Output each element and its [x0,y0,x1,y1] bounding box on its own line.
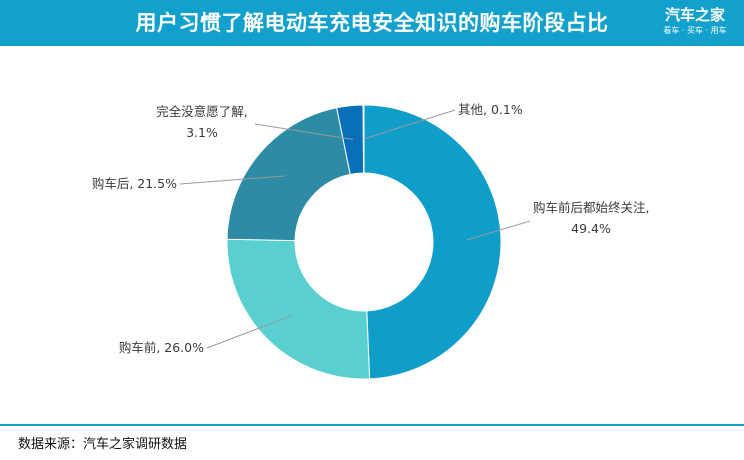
brand-logo: 汽车之家 看车 · 买车 · 用车 [658,5,732,37]
data-source: 数据来源：汽车之家调研数据 [18,437,188,452]
header-bar: 用户习惯了解电动车充电安全知识的购车阶段占比 汽车之家 看车 · 买车 · 用车 [0,0,744,46]
label-connector-4 [254,123,354,141]
data-label-3: 购车后, 21.5% [92,176,177,191]
donut-chart: 购车前后都始终关注, 49.4% 购车前, 26.0% 购车后, 21.5% 完全没意愿… [92,102,649,380]
brand-name: 汽车之家 [664,6,725,24]
data-label-value-1: 49.4% [571,221,611,236]
donut-slice-5 [362,104,365,174]
data-label-1: 购车前后都始终关注, [533,200,649,215]
data-label-value-4: 3.1% [186,125,218,140]
data-label-5: 其他, 0.1% [458,102,523,117]
data-label-2: 购车前, 26.0% [119,340,204,355]
data-label-4: 完全没意愿了解, [156,104,247,119]
footer-divider [0,424,744,426]
label-connector-1 [466,220,531,241]
donut-slice-3 [226,107,351,242]
donut-slice-1 [363,104,502,380]
donut-slice-2 [226,238,371,380]
label-connector-5 [363,109,456,140]
chart-title: 用户习惯了解电动车充电安全知识的购车阶段占比 [135,11,609,35]
label-connector-2 [206,315,293,349]
label-connector-3 [179,175,285,185]
brand-slogan: 看车 · 买车 · 用车 [663,26,727,35]
